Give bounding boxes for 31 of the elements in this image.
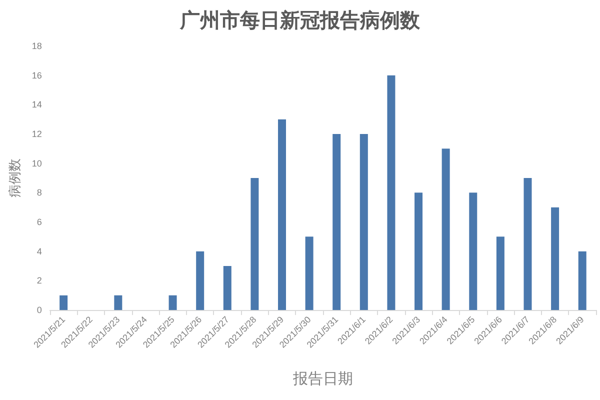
bar <box>168 295 177 310</box>
y-tick-label: 12 <box>32 129 42 139</box>
y-tick-label: 18 <box>32 41 42 51</box>
bar <box>114 295 122 310</box>
bar <box>578 251 586 310</box>
bar <box>469 192 478 310</box>
bar <box>360 134 368 310</box>
bar <box>524 178 532 310</box>
bar <box>196 251 204 310</box>
x-axis-title: 报告日期 <box>292 370 353 388</box>
y-tick-label: 6 <box>36 217 42 227</box>
bar <box>414 192 423 310</box>
y-tick-label: 16 <box>32 70 42 80</box>
y-tick-label: 2 <box>36 276 42 286</box>
bar <box>551 207 560 310</box>
y-tick-label: 8 <box>36 188 42 198</box>
bar <box>305 236 314 310</box>
y-axis-title: 病例数 <box>7 158 22 198</box>
bar <box>223 266 232 310</box>
y-tick-label: 14 <box>32 100 42 110</box>
bar <box>278 119 286 310</box>
y-tick-label: 4 <box>36 246 42 256</box>
bar <box>387 75 396 310</box>
bar <box>496 236 504 310</box>
y-tick-label: 10 <box>32 158 42 168</box>
bar <box>60 295 68 310</box>
y-tick-label: 0 <box>36 305 42 315</box>
bar <box>442 148 450 310</box>
bar <box>332 134 341 310</box>
chart-title: 广州市每日新冠报告病例数 <box>179 9 421 32</box>
bar <box>250 178 259 310</box>
